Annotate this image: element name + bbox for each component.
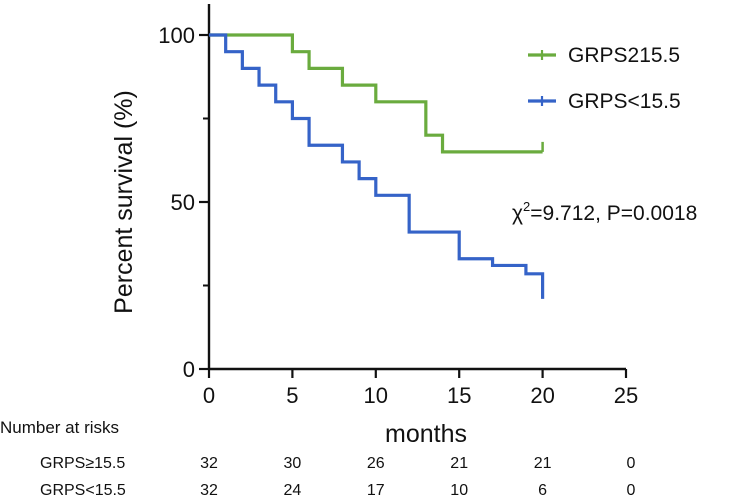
- x-tick-label: 15: [447, 383, 471, 408]
- risk-value: 10: [450, 482, 468, 499]
- chi-square-annotation: χ2=9.712, P=0.0018: [512, 199, 697, 225]
- x-tick-label: 25: [614, 383, 638, 408]
- chi-superscript: 2: [523, 199, 530, 214]
- risk-value: 0: [627, 455, 636, 472]
- risk-value: 21: [534, 455, 552, 472]
- y-tick-label: 0: [183, 357, 195, 382]
- risk-value: 24: [284, 482, 302, 499]
- legend-label-1: GRPS215.5: [568, 44, 680, 67]
- series-line-2: [209, 33, 545, 299]
- risk-value: 30: [284, 455, 302, 472]
- risk-table-title: Number at risks: [0, 418, 119, 437]
- chi-value: =9.712, P=0.0018: [530, 202, 697, 225]
- x-tick-label: 10: [364, 383, 388, 408]
- x-axis-title: months: [385, 420, 467, 448]
- series-layer: [209, 33, 545, 299]
- risk-row-label: GRPS<15.5: [40, 482, 126, 499]
- risk-value: 17: [367, 482, 385, 499]
- x-tick-label: 5: [286, 383, 298, 408]
- risk-row-label: GRPS≥15.5: [40, 455, 125, 472]
- chi-symbol: χ: [512, 202, 523, 225]
- risk-value: 0: [627, 482, 636, 499]
- y-tick-label: 50: [171, 190, 195, 215]
- axes: 0 50 100 0 5 10 15 20 25: [158, 4, 638, 408]
- risk-value: 32: [200, 455, 218, 472]
- risk-value: 26: [367, 455, 385, 472]
- series-line-1: [209, 33, 543, 154]
- legend-label-2: GRPS<15.5: [568, 90, 681, 113]
- risk-value: 32: [200, 482, 218, 499]
- risk-value: 6: [538, 482, 547, 499]
- y-tick-label: 100: [158, 23, 195, 48]
- x-tick-label: 20: [530, 383, 554, 408]
- y-axis-title: Percent survival (%): [110, 90, 138, 314]
- x-tick-label: 0: [203, 383, 215, 408]
- risk-table: GRPS≥15.5 32 30 26 21 21 0 GRPS<15.5 32 24 17 10 6 0: [40, 455, 636, 499]
- risk-value: 21: [450, 455, 468, 472]
- legend: GRPS215.5 GRPS<15.5: [528, 44, 681, 113]
